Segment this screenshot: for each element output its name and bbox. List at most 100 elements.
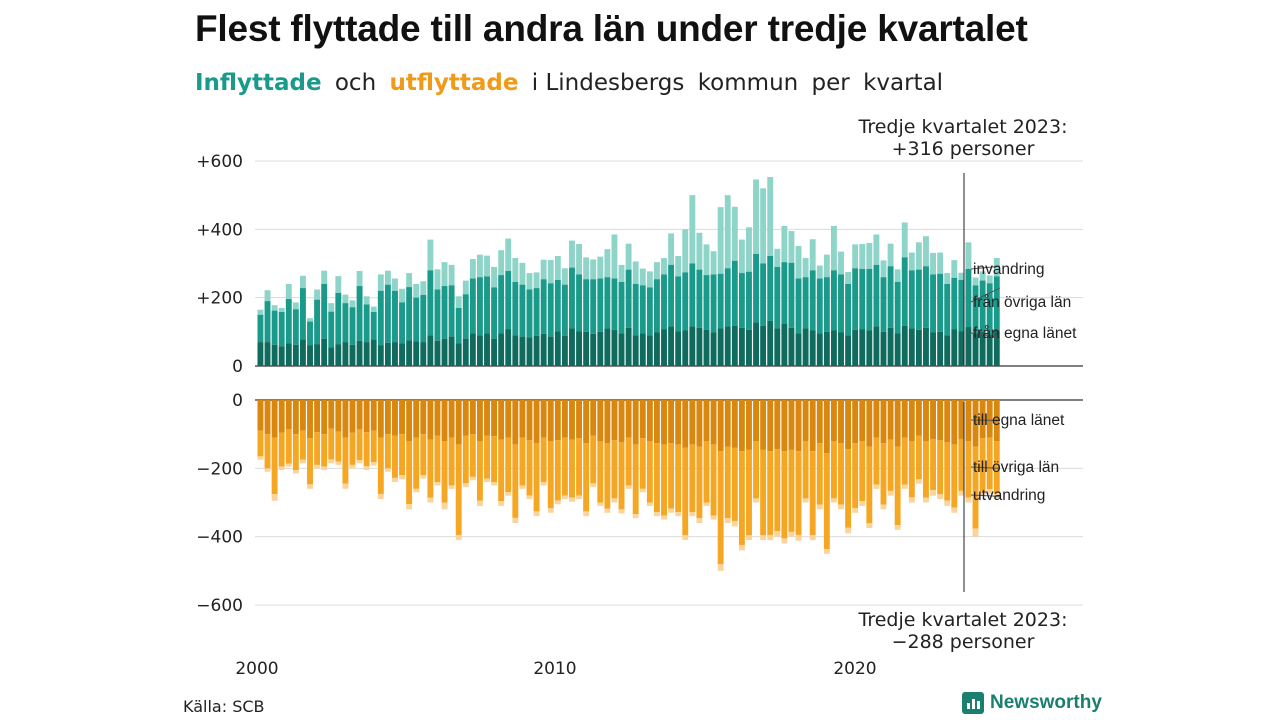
bar-out-other [626,438,632,486]
bar-out-other [357,429,363,460]
bar-out-other [413,438,419,489]
bar-in-own [873,326,879,366]
bar-out-own [505,400,511,438]
bar-out-abroad [866,523,872,528]
bar-in-abroad [307,318,313,321]
bar-in-own [647,335,653,366]
bar-in-other [654,279,660,332]
x-tick-label: 2000 [235,659,278,679]
bar-in-abroad [527,273,533,289]
bar-in-other [583,279,589,332]
bar-out-other [704,441,710,503]
x-tick-label: 2020 [833,659,876,679]
bar-in-other [505,271,511,329]
bar-out-own [527,400,533,440]
bar-out-own [774,400,780,449]
bar-out-own [845,400,851,449]
bar-out-abroad [576,496,582,499]
bar-in-other [845,284,851,335]
bar-out-other [293,434,299,470]
bar-out-abroad [958,491,964,496]
bar-out-own [718,400,724,451]
bar-in-own [781,324,787,366]
annotation-bottom-line1: Tredje kvartalet 2023: [858,609,1068,631]
bar-in-own [831,330,837,366]
bar-in-abroad [916,242,922,269]
bar-in-abroad [512,258,518,282]
bar-in-abroad [279,308,285,312]
bar-in-abroad [491,267,497,288]
bar-in-abroad [300,276,306,288]
series-label-in: från övriga län [973,294,1071,311]
bar-in-own [895,333,901,366]
bar-out-abroad [371,462,377,465]
bar-out-other [258,431,264,457]
bar-in-other [335,293,341,344]
bar-in-other [682,272,688,330]
bar-in-abroad [534,272,540,288]
bar-out-abroad [456,535,462,540]
bar-in-abroad [888,244,894,267]
bar-out-other [272,438,278,494]
bar-out-abroad [321,467,327,470]
bar-out-other [427,440,433,498]
bar-in-own [909,328,915,366]
bar-in-other [640,285,646,333]
bar-out-abroad [350,465,356,468]
bar-in-abroad [427,240,433,271]
bar-in-other [463,294,469,338]
bar-out-own [682,400,688,448]
bar-out-abroad [427,498,433,503]
bar-in-other [484,276,490,333]
bar-out-abroad [258,456,264,459]
bar-in-abroad [923,236,929,266]
bar-out-own [286,400,292,429]
bar-in-other [895,282,901,333]
bar-out-abroad [342,484,348,489]
bar-out-abroad [604,509,610,513]
bar-out-other [307,438,313,484]
bar-out-abroad [307,484,313,488]
bar-out-own [576,400,582,438]
source-label: Källa: SCB [183,697,265,716]
bar-out-own [456,400,462,444]
bar-in-own [958,331,964,366]
bar-in-other [937,274,943,332]
bar-out-other [286,429,292,463]
bar-out-other [930,439,936,490]
bar-out-abroad [845,528,851,533]
bar-in-other [413,298,419,342]
bar-in-other [760,264,766,326]
bar-out-other [696,446,702,518]
bar-in-abroad [619,265,625,282]
bar-out-abroad [937,494,943,499]
bar-in-own [852,330,858,366]
bar-out-other [534,443,540,511]
bar-in-other [668,265,674,327]
bar-in-own [633,335,639,366]
bar-out-abroad [392,478,398,482]
bar-in-other [357,286,363,341]
bar-in-other [796,279,802,334]
annotation-top-line2: +316 personer [892,138,1035,160]
bar-in-other [350,307,356,345]
bar-in-own [265,342,271,366]
bar-in-other [626,270,632,328]
bar-out-own [760,400,766,450]
bar-out-other [442,441,448,503]
bar-in-abroad [774,249,780,267]
bar-out-own [866,400,872,446]
bar-out-other [739,451,745,545]
bar-in-abroad [385,271,391,285]
bar-out-own [859,400,865,441]
bar-in-other [569,268,575,329]
bar-in-abroad [364,296,370,304]
bar-out-abroad [442,503,448,510]
bar-in-own [696,328,702,366]
bar-out-abroad [300,460,306,463]
bar-in-own [845,335,851,366]
bar-in-own [562,336,568,366]
bar-out-own [265,400,271,434]
bar-in-abroad [937,253,943,274]
bar-in-other [838,274,844,332]
